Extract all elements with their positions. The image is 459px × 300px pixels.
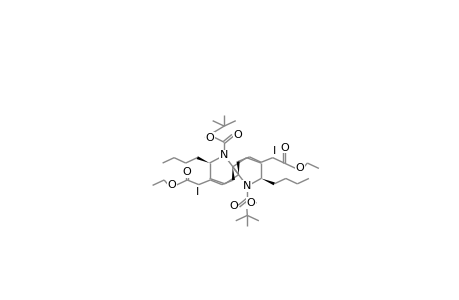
- Text: I: I: [272, 146, 275, 156]
- Text: O: O: [205, 133, 213, 142]
- Text: N: N: [219, 150, 228, 160]
- Text: O: O: [167, 180, 176, 190]
- Polygon shape: [236, 161, 239, 175]
- Polygon shape: [261, 178, 274, 185]
- Text: O: O: [279, 143, 288, 153]
- Text: N: N: [243, 181, 251, 191]
- Polygon shape: [196, 156, 209, 163]
- Polygon shape: [231, 167, 235, 180]
- Text: O: O: [295, 164, 303, 173]
- Text: O: O: [233, 130, 242, 140]
- Text: O: O: [229, 201, 237, 211]
- Text: O: O: [246, 198, 255, 208]
- Text: O: O: [183, 167, 191, 177]
- Text: I: I: [195, 187, 198, 197]
